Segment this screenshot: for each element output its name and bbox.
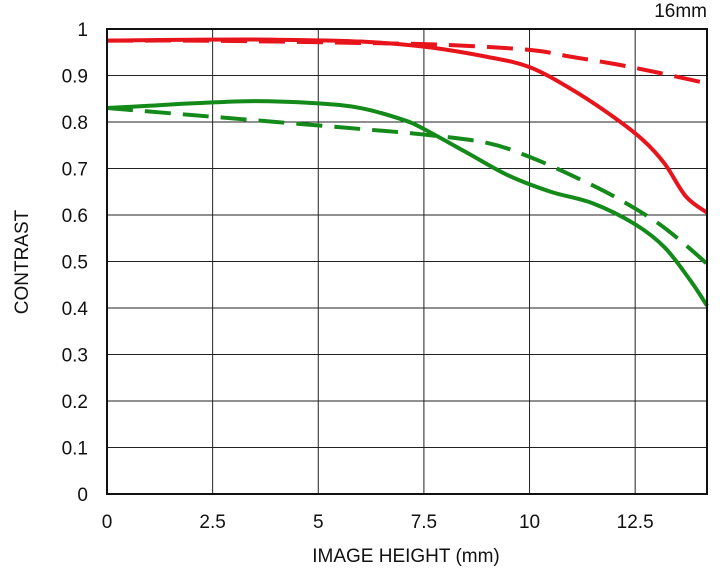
x-tick-label: 12.5 [617, 512, 654, 533]
y-tick-label: 1 [77, 20, 88, 41]
x-tick-label: 2.5 [199, 512, 225, 533]
chart-title: 16mm [654, 1, 707, 22]
y-tick-label: 0.1 [62, 439, 88, 460]
x-tick-label: 10 [519, 512, 540, 533]
plot-frame [106, 28, 708, 495]
y-tick-labels: 0 0.1 0.2 0.3 0.4 0.5 0.6 0.7 0.8 0.9 1 [62, 20, 89, 506]
y-tick-label: 0 [77, 485, 88, 506]
green-dashed-series-line [106, 106, 709, 266]
x-tick-label: 7.5 [411, 512, 437, 533]
y-tick-label: 0.9 [62, 67, 88, 88]
green-solid-series-line [106, 99, 709, 307]
y-tick-label: 0.4 [62, 299, 89, 320]
y-tick-label: 0.5 [62, 253, 88, 274]
red-dashed-series-line [106, 38, 708, 86]
y-axis-title: CONTRAST [12, 209, 33, 314]
x-tick-label: 0 [102, 512, 113, 533]
series-group [106, 37, 709, 307]
grid-lines [106, 28, 707, 495]
y-tick-label: 0.6 [62, 206, 88, 227]
y-tick-label: 0.7 [62, 160, 88, 181]
y-tick-label: 0.3 [62, 346, 88, 367]
y-tick-label: 0.2 [62, 392, 88, 413]
x-axis-title: IMAGE HEIGHT (mm) [312, 546, 500, 567]
x-tick-label: 5 [313, 512, 324, 533]
y-tick-label: 0.8 [62, 113, 88, 134]
x-tick-labels: 0 2.5 5 7.5 10 12.5 [102, 512, 654, 533]
